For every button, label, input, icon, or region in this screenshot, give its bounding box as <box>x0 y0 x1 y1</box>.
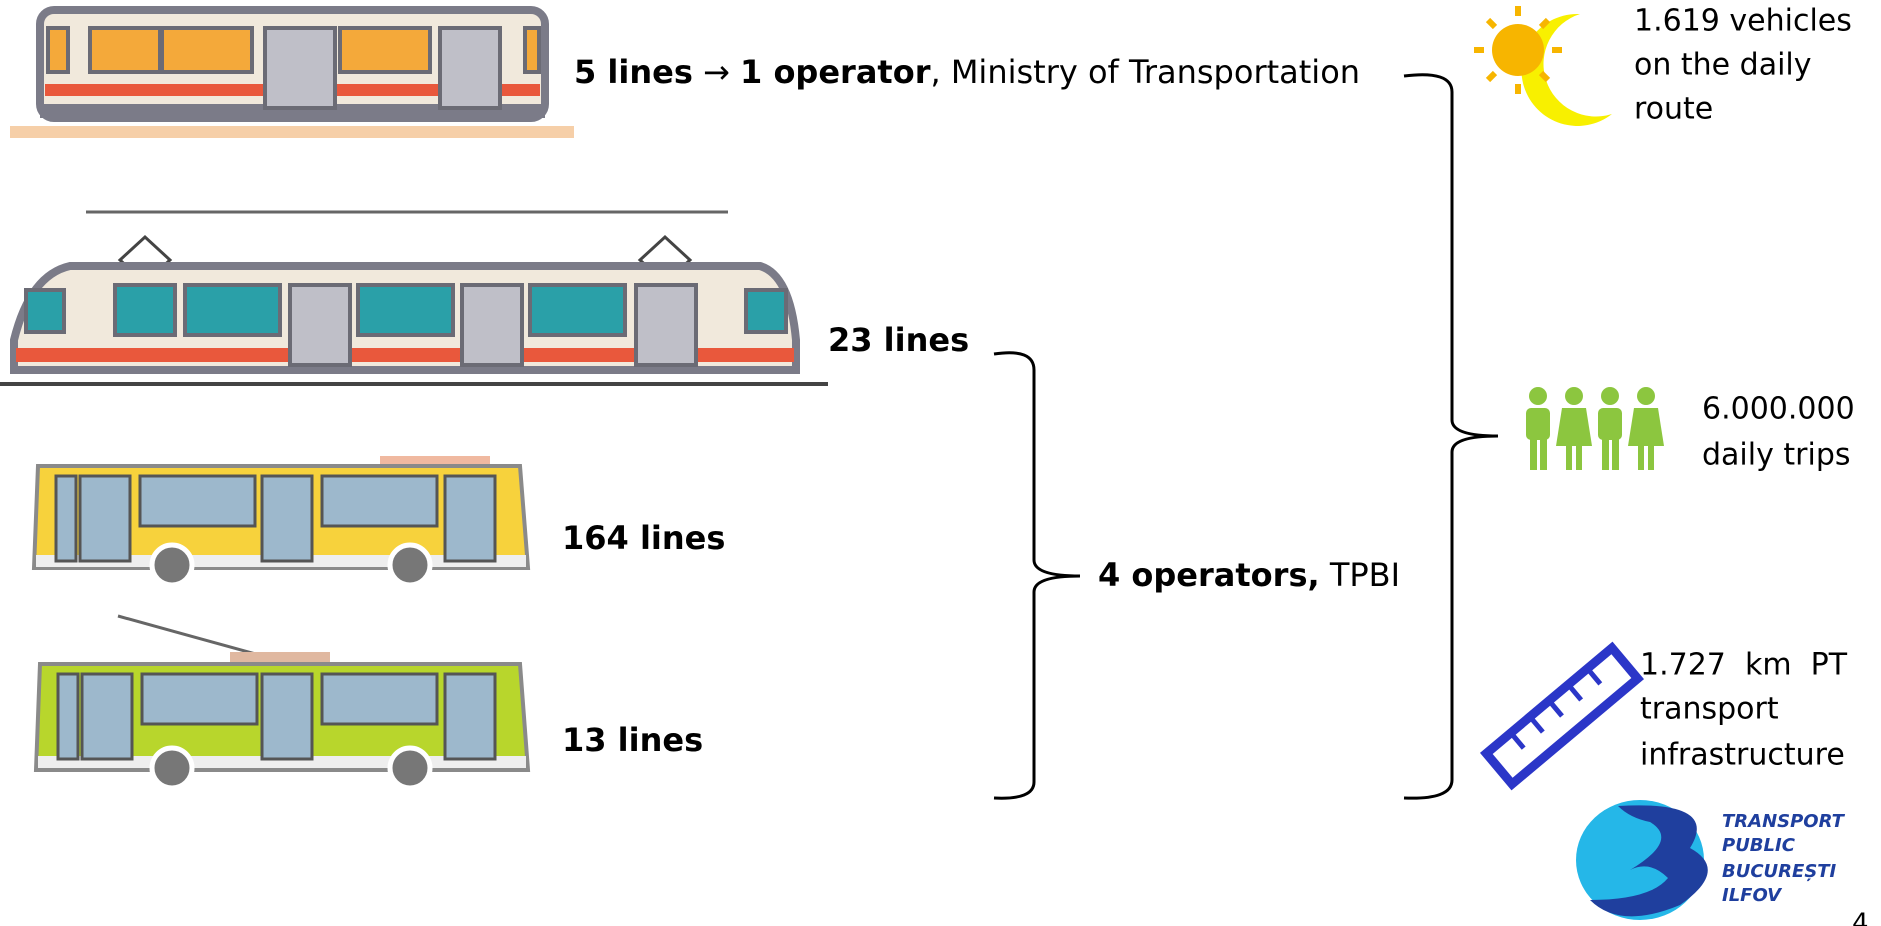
trips-stat: 6.000.000 daily trips <box>1702 392 1855 473</box>
stat-line: daily trips <box>1702 438 1851 473</box>
metro-label: 5 lines → 1 operator, Ministry of Transp… <box>574 53 1360 91</box>
stat-line: 6.000.000 <box>1702 392 1855 427</box>
stat-line: transport <box>1640 692 1779 727</box>
metro-illustration <box>10 10 574 138</box>
vehicles-stat: 1.619 vehicles on the daily route <box>1634 4 1852 127</box>
operators-detail: TPBI <box>1329 556 1400 594</box>
tram-illustration <box>0 212 828 384</box>
bus-illustration <box>34 456 528 585</box>
stat-line: on the daily <box>1634 48 1812 83</box>
trolleybus-label: 13 lines <box>562 721 703 759</box>
stat-line: 1.727 km PT <box>1640 648 1848 683</box>
operator-detail: , Ministry of Transportation <box>930 53 1360 91</box>
bracket <box>994 353 1080 798</box>
infrastructure-stat: 1.727 km PT transport infrastructure <box>1640 648 1848 773</box>
stat-line: infrastructure <box>1640 738 1845 773</box>
trolleybus-illustration <box>36 616 528 788</box>
stat-line: route <box>1634 92 1713 127</box>
page-number: 4 <box>1852 909 1869 926</box>
logo-text: ILFOV <box>1722 885 1783 906</box>
tram-label: 23 lines <box>828 321 969 359</box>
people-icon <box>1526 387 1664 470</box>
logo-text: BUCUREȘTI <box>1722 861 1837 882</box>
bracket <box>1404 75 1498 798</box>
operator: 1 operator <box>740 53 931 91</box>
arrow: → <box>703 53 730 91</box>
logo-text: PUBLIC <box>1722 835 1796 856</box>
line-count: 5 lines <box>574 53 693 91</box>
bus-label: 164 lines <box>562 519 725 557</box>
stat-line: 1.619 vehicles <box>1634 4 1852 39</box>
ruler-icon <box>1486 648 1637 784</box>
logo: TRANSPORT PUBLIC BUCUREȘTI ILFOV <box>1576 800 1846 920</box>
logo-text: TRANSPORT <box>1722 811 1846 832</box>
slide: 5 lines → 1 operator, Ministry of Transp… <box>0 0 1881 926</box>
operators-count: 4 operators, <box>1098 556 1320 594</box>
sun-moon-icon <box>1474 6 1612 126</box>
operators-label: 4 operators, TPBI <box>1098 556 1400 594</box>
